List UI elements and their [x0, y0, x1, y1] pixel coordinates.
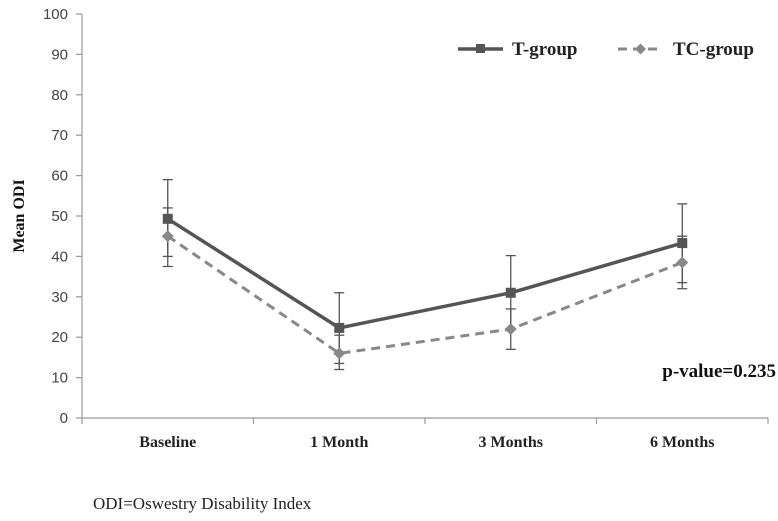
data-point-tc-group	[161, 230, 174, 243]
data-point-tc-group	[504, 323, 517, 336]
x-category-label: Baseline	[139, 434, 196, 451]
legend-marker-square	[476, 44, 485, 53]
series-line-t-group	[166, 217, 683, 330]
y-tick-label: 80	[51, 87, 68, 104]
y-tick-label: 30	[51, 289, 68, 306]
x-axis-ticks: Baseline 1 Month 3 Months 6 Months	[81, 418, 769, 451]
y-tick-label: 0	[60, 410, 68, 427]
y-tick-label: 40	[51, 248, 68, 265]
data-point-t-group	[505, 287, 516, 298]
data-point-t-group	[334, 322, 345, 333]
legend-label-t-group: T-group	[512, 39, 577, 60]
legend-marker-diamond	[635, 43, 646, 55]
y-tick-label: 10	[51, 370, 68, 387]
legend-item-t-group: T-group	[458, 39, 577, 60]
x-category-label: 1 Month	[310, 434, 368, 451]
series-layer	[161, 178, 689, 371]
y-axis-ticks: 0 10 20 30 40 50 60 70 80 90 100	[43, 6, 82, 427]
p-value-annotation: p-value=0.235	[662, 361, 776, 382]
y-tick-label: 70	[51, 127, 68, 144]
legend-label-tc-group: TC-group	[673, 39, 754, 60]
series-tc-group	[161, 207, 689, 371]
data-point-tc-group	[333, 347, 346, 360]
legend: T-group TC-group	[458, 39, 754, 60]
x-category-label: 3 Months	[479, 434, 543, 451]
y-axis-title: Mean ODI	[11, 179, 28, 252]
footnote: ODI=Oswestry Disability Index	[93, 494, 312, 513]
series-line-tc-group	[166, 234, 683, 355]
x-category-label: 6 Months	[650, 434, 714, 451]
legend-item-tc-group: TC-group	[618, 39, 754, 60]
y-tick-label: 100	[43, 6, 68, 23]
y-tick-label: 90	[51, 46, 68, 63]
y-tick-label: 20	[51, 329, 68, 346]
y-tick-label: 50	[51, 208, 68, 225]
y-tick-label: 60	[51, 168, 68, 185]
series-t-group	[162, 178, 688, 365]
data-point-tc-group	[676, 256, 689, 269]
